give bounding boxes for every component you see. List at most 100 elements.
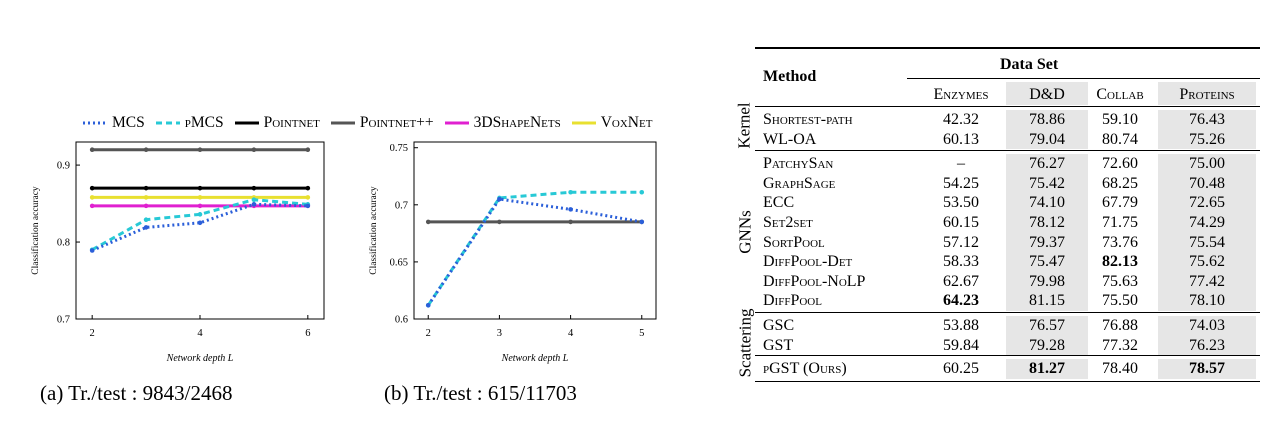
value-cell: 77.42 [1189,272,1225,290]
data-point [639,189,645,195]
shaded-cell [1006,232,1088,253]
value-cell: 76.43 [1189,111,1225,128]
data-point [305,147,311,152]
value-cell: 60.13 [943,130,979,148]
series-line-mcs [91,202,308,252]
method-name: DiffPool-NoLP [763,272,866,290]
method-name: GST [763,336,794,354]
legend-item: pMCS [155,114,224,132]
data-point [305,195,311,200]
y-tick-label: 0.65 [390,257,408,268]
data-point [425,219,431,225]
x-axis-label: Network depth L [501,353,569,364]
method-name: WL-OA [763,130,817,148]
legend-label: pMCS [184,114,224,131]
series-line-pmcs [426,190,642,307]
value-cell: 79.37 [1029,233,1065,251]
value-cell: 59.84 [943,336,979,354]
shaded-cell [1158,252,1256,272]
value-cell: 79.98 [1029,272,1065,290]
value-cell: 60.25 [943,360,979,378]
method-name: PatchySan [763,155,834,173]
y-axis-label: Classification accuracy [30,186,41,275]
shaded-cell [1158,271,1256,292]
y-axis-label: Classification accuracy [368,186,379,275]
y-tick-label: 0.75 [390,143,408,154]
data-point [143,185,149,191]
method-name: Shortest-path [763,111,853,128]
series-line-mcs [426,197,643,307]
value-cell: 75.47 [1029,253,1065,271]
shaded-cell [1158,213,1256,233]
shaded-cell [1006,252,1088,272]
value-cell: 62.67 [943,272,979,290]
value-cell: 75.50 [1102,292,1138,310]
shaded-cell [1158,173,1256,194]
value-cell: 57.12 [943,233,979,251]
y-tick-label: 0.6 [395,315,408,326]
data-point [89,248,95,253]
shaded-cell [1006,110,1088,130]
shaded-cell [1158,316,1256,336]
plot-frame [413,141,657,320]
shaded-cell [1006,335,1088,356]
value-cell: 75.00 [1189,155,1225,173]
data-point [251,202,257,207]
data-point [197,147,203,152]
value-cell: 76.27 [1029,155,1065,173]
value-cell: 53.88 [943,317,979,334]
value-cell: 78.12 [1029,214,1065,231]
method-name: DiffPool [763,292,822,310]
value-cell: 70.48 [1189,174,1225,192]
data-point [305,203,311,209]
shade-proteins-header [1158,82,1256,105]
value-cell: 71.75 [1102,214,1138,231]
legend-item: MCS [82,114,145,132]
column-header: D&D [1029,86,1065,103]
data-point [197,203,203,209]
legend-label: VoxNet [600,114,653,131]
value-cell: 67.79 [1102,194,1138,212]
group-label: Kernel [735,101,754,149]
x-tick-label: 2 [426,328,431,339]
x-axis-label: Network depth L [166,353,234,364]
shaded-cell [1006,154,1088,174]
value-cell: 75.26 [1189,130,1225,148]
x-tick-label: 3 [497,328,502,339]
rule [755,312,1260,313]
shaded-cell [1158,291,1256,311]
data-point [305,185,311,191]
shaded-cell [1006,316,1088,336]
legend-label: Pointnet++ [359,114,434,131]
column-header: Proteins [1179,86,1235,103]
value-cell: 59.10 [1102,111,1138,128]
method-name: DiffPool-Det [763,253,853,271]
chart-b: 0.6 0.65 0.7 0.75 2 3 4 5 Network depth L Classif… [368,141,657,364]
value-cell: 75.63 [1102,272,1138,290]
legend-item: 3DShapeNets [444,114,561,132]
shaded-cell [1006,213,1088,233]
data-point [143,195,149,200]
shaded-cell [1158,232,1256,253]
data-point [251,147,257,152]
chart-legend: MCS pMCS Pointnet Pointnet++ 3DShapeNets VoxN… [82,112,662,134]
legend-swatch [444,121,469,125]
value-cell: – [957,155,965,173]
shaded-cell [1158,193,1256,213]
column-header: Enzymes [933,86,989,103]
legend-item: Pointnet [234,114,320,132]
x-tick-label: 4 [197,328,203,339]
legend-label: 3DShapeNets [473,114,561,131]
value-cell: 53.50 [943,194,979,212]
shaded-cell [1158,335,1256,356]
shade-dd-header [1006,82,1088,105]
y-tick-label: 0.9 [57,161,70,172]
y-tick-label: 0.7 [395,200,408,211]
value-cell: 76.23 [1189,336,1225,354]
value-cell: 58.33 [943,253,979,271]
legend-item: VoxNet [571,114,653,132]
data-point [89,195,95,200]
value-cell: 72.60 [1102,155,1138,173]
method-name: GraphSage [763,174,836,192]
x-tick-label: 6 [305,328,310,339]
